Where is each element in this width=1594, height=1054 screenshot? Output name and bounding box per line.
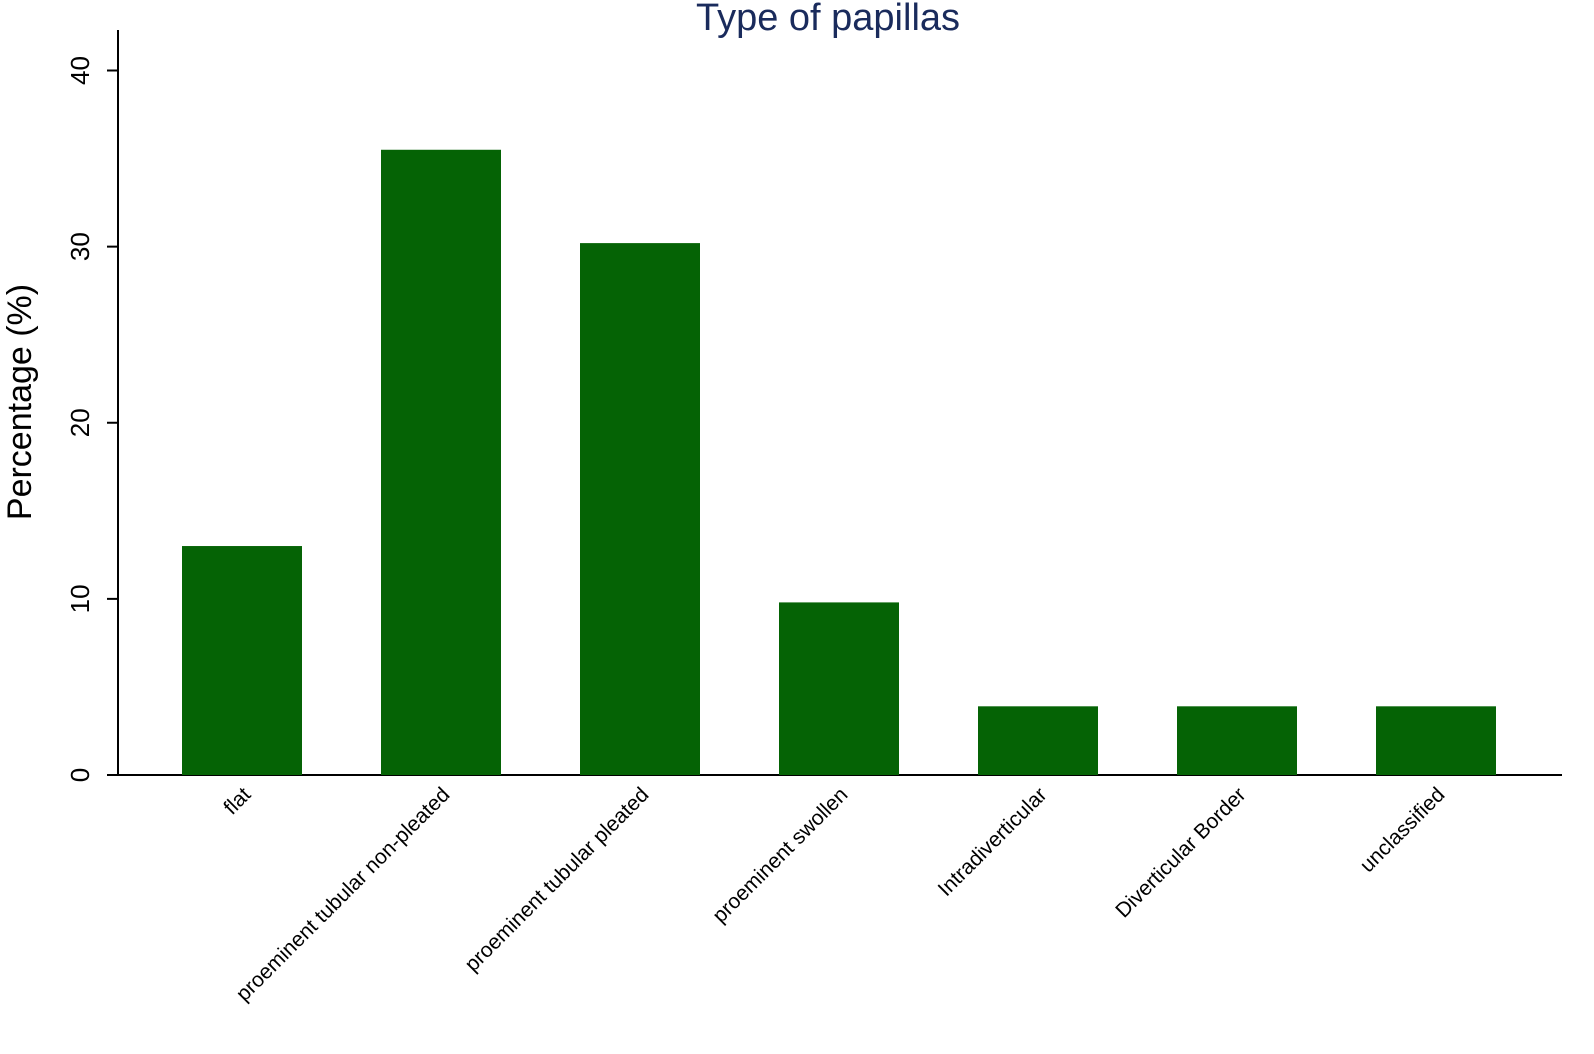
bar <box>381 149 501 775</box>
y-tick-label: 20 <box>65 408 95 437</box>
y-tick-label: 0 <box>65 768 95 782</box>
y-tick-label: 40 <box>65 56 95 85</box>
x-tick-label: proeminent tubular non-pleated <box>232 783 455 1006</box>
x-tick-label: Intradiverticular <box>934 783 1052 901</box>
bar <box>978 706 1098 775</box>
chart-title: Type of papillas <box>696 0 960 39</box>
bar <box>1376 706 1496 775</box>
bar <box>182 546 302 775</box>
x-tick-label: flat <box>219 783 255 819</box>
y-axis-label: Percentage (%) <box>1 284 39 520</box>
bar <box>1177 706 1297 775</box>
bar <box>580 243 700 775</box>
y-tick-label: 30 <box>65 232 95 261</box>
bar <box>779 602 899 775</box>
x-tick-label: proeminent tubular pleated <box>461 783 654 976</box>
x-tick-label: unclassified <box>1356 783 1450 877</box>
x-tick-label: proeminent swollen <box>708 783 852 927</box>
y-tick-label: 10 <box>65 584 95 613</box>
x-tick-label: Diverticular Border <box>1111 783 1250 922</box>
